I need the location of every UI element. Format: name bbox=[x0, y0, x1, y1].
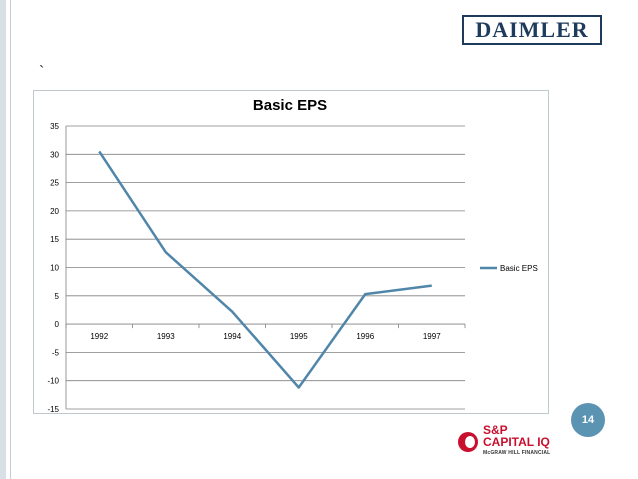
y-tick-label: 0 bbox=[55, 320, 60, 329]
y-tick-label: 30 bbox=[50, 150, 59, 159]
page-number: 14 bbox=[581, 414, 595, 426]
x-tick-label: 1993 bbox=[157, 332, 175, 341]
sp-logo-mark bbox=[458, 432, 478, 452]
x-tick-label: 1996 bbox=[356, 332, 374, 341]
y-tick-label: 35 bbox=[50, 122, 59, 131]
x-tick-label: 1995 bbox=[290, 332, 308, 341]
x-tick-label: 1992 bbox=[90, 332, 108, 341]
x-tick-label: 1994 bbox=[223, 332, 241, 341]
y-tick-label: -15 bbox=[47, 405, 59, 414]
stray-mark: ` bbox=[39, 64, 45, 81]
sp-logo-line3: McGRAW HILL FINANCIAL bbox=[483, 450, 551, 456]
y-tick-label: 25 bbox=[50, 179, 59, 188]
x-tick-label: 1997 bbox=[423, 332, 441, 341]
sp-logo-line2: CAPITAL IQ bbox=[483, 435, 550, 449]
daimler-logo: DAIMLER bbox=[462, 15, 602, 45]
slide-frame-line bbox=[10, 0, 11, 479]
sp-logo-line1: S&P bbox=[483, 423, 508, 437]
page-number-badge: 14 bbox=[571, 403, 605, 437]
y-tick-label: 10 bbox=[50, 264, 59, 273]
chart-title: Basic EPS bbox=[252, 97, 328, 114]
legend-label: Basic EPS bbox=[500, 264, 538, 273]
y-tick-label: -5 bbox=[52, 348, 60, 357]
chart-area bbox=[33, 90, 549, 414]
y-tick-label: 20 bbox=[50, 207, 59, 216]
series-line-basic-eps bbox=[98, 150, 432, 389]
y-tick-label: 5 bbox=[55, 292, 60, 301]
y-tick-label: 15 bbox=[50, 235, 59, 244]
sp-capital-iq-logo: S&P CAPITAL IQ McGRAW HILL FINANCIAL bbox=[458, 424, 578, 464]
daimler-logo-text: DAIMLER bbox=[475, 17, 589, 42]
slide-frame-left bbox=[0, 0, 6, 479]
y-tick-label: -10 bbox=[47, 377, 59, 386]
